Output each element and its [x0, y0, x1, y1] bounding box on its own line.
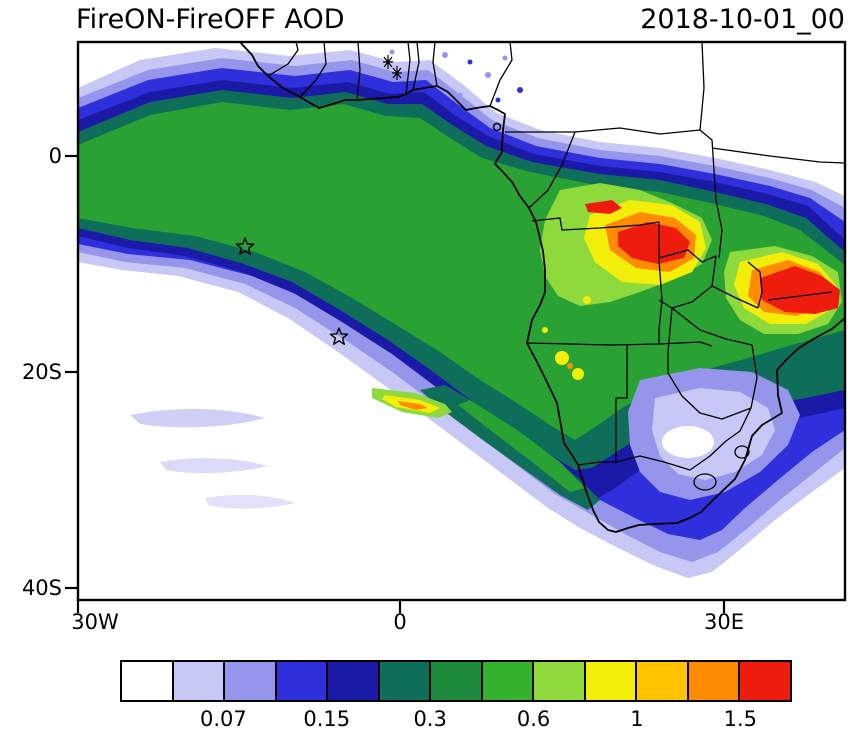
aerosol-specks	[389, 49, 523, 103]
colorbar-cell	[585, 662, 638, 700]
ocean-streak-3	[205, 494, 295, 509]
swaziland-border	[734, 445, 750, 459]
hotspot4-yellow-b	[572, 368, 584, 380]
axis-ticks	[65, 154, 726, 613]
colorbar-cell	[225, 662, 277, 700]
date-label: 2018-10-01_00	[640, 4, 845, 35]
page-title: FireON-FireOFF AOD	[76, 4, 345, 35]
colorbar-cell	[637, 662, 689, 700]
coastline-path	[239, 42, 845, 533]
station-marker-star-2	[329, 327, 349, 345]
xtick-label-30w: 30W	[71, 610, 119, 634]
colorbar-cell	[173, 662, 226, 700]
hotspot4-yellow-d	[542, 327, 548, 333]
hotspot2-red	[760, 266, 840, 314]
xtick-label-0: 0	[393, 610, 407, 634]
colorbar-level-label: 0.07	[199, 707, 247, 731]
ocean-streak-1	[130, 408, 265, 428]
colorbar-level-label: 0.3	[413, 707, 447, 731]
xtick-label-30e: 30E	[704, 610, 744, 634]
colorbar-labels: 0.07 0.15 0.3 0.6 1 1.5	[120, 707, 792, 735]
colorbar-cell	[431, 662, 483, 700]
contour-level-green	[78, 102, 845, 440]
plot-frame	[76, 40, 847, 602]
asterisk-marker-2	[392, 66, 402, 80]
colorbar-cell	[688, 662, 741, 700]
hotspot3-orange	[398, 401, 428, 410]
ytick-label-0: 0	[48, 144, 62, 168]
country-borders	[267, 42, 845, 471]
colorbar-cell	[740, 662, 790, 700]
colorbar-cell	[534, 662, 586, 700]
hotspot1-red	[618, 222, 690, 264]
hotspot4-yellow-c	[583, 296, 591, 304]
plume-tail-green	[458, 400, 585, 492]
station-marker-star-1	[235, 237, 255, 255]
ytick-label-40s: 40S	[21, 576, 62, 600]
hotspot4-yellow-a	[555, 351, 569, 365]
colorbar-cell	[122, 662, 174, 700]
hotspot1-red-spur	[585, 200, 622, 214]
colorbar-level-label: 1	[630, 707, 644, 731]
hotspot4-orange	[567, 363, 573, 369]
asterisk-marker-1	[383, 55, 393, 69]
colorbar-cell	[328, 662, 380, 700]
aod-contour-field	[78, 42, 845, 600]
colorbar	[120, 660, 792, 702]
lesotho-border	[693, 473, 717, 491]
ytick-label-20s: 20S	[21, 360, 62, 384]
colorbar-cell	[276, 662, 329, 700]
colorbar-cell	[482, 662, 535, 700]
colorbar-cell	[379, 662, 432, 700]
ocean-streak-2	[160, 458, 268, 474]
colorbar-level-label: 0.15	[303, 707, 351, 731]
bioko-island	[492, 122, 502, 132]
kalahari-white-hole	[662, 426, 714, 458]
colorbar-level-label: 1.5	[723, 707, 757, 731]
colorbar-level-label: 0.6	[516, 707, 551, 731]
